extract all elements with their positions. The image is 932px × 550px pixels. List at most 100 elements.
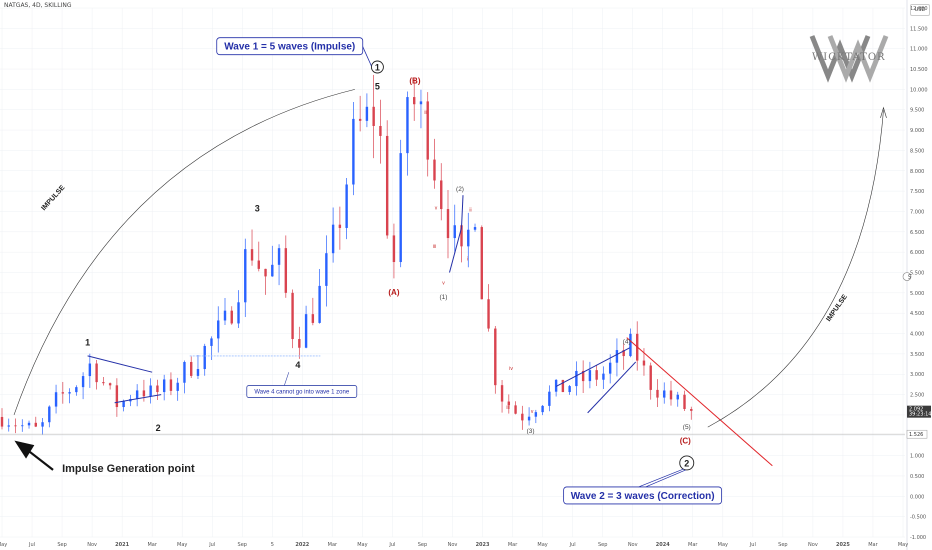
y-tick-label: 1.000 xyxy=(910,454,924,460)
wave2-title: Wave 2 = 3 waves (Correction) xyxy=(571,491,715,502)
support-tag xyxy=(906,429,928,439)
x-tick-label: Jul xyxy=(749,542,756,548)
trend-line xyxy=(587,361,637,414)
x-tick-label: Jul xyxy=(208,542,215,548)
candle-body xyxy=(507,401,511,406)
currency-button[interactable]: USD xyxy=(910,4,930,16)
candle-body xyxy=(95,363,98,383)
candle-body xyxy=(419,101,423,105)
wave-B-label: (B) xyxy=(409,76,420,85)
candle-body xyxy=(298,339,301,348)
y-tick-label: 8.500 xyxy=(910,148,924,154)
candle-body xyxy=(453,225,456,239)
impulse-gen-label: Impulse Generation point xyxy=(62,463,195,475)
candle-body xyxy=(304,314,308,348)
x-tick-label: 5 xyxy=(271,542,274,548)
candle-body xyxy=(325,253,328,286)
y-tick-label: 3.500 xyxy=(910,352,924,358)
candle-body xyxy=(379,125,382,136)
impulse-wave-label: 3 xyxy=(255,203,260,213)
symbol-title: NATGAS, 4D, SKILLING xyxy=(4,2,72,9)
candle-body xyxy=(0,416,4,427)
x-tick-label: Nov xyxy=(808,542,818,548)
y-tick-label: 2.500 xyxy=(910,393,924,399)
candle-body xyxy=(183,361,186,383)
candle-body xyxy=(7,425,10,427)
candle-body xyxy=(494,328,497,386)
impulse-left-label: IMPULSE xyxy=(40,184,66,212)
candle-body xyxy=(277,248,281,265)
candle-body xyxy=(318,285,321,323)
minor-wave-label: (2) xyxy=(456,186,464,193)
candle-body xyxy=(41,422,44,427)
candle-body xyxy=(149,385,152,397)
candle-body xyxy=(250,249,254,261)
candle-body xyxy=(54,392,58,407)
x-tick-label: Sep xyxy=(238,542,247,548)
y-tick-label: 11.000 xyxy=(910,47,928,53)
minor-wave-label: (4) xyxy=(623,339,631,346)
x-tick-label: Jul xyxy=(388,542,395,548)
candle-body xyxy=(663,390,666,398)
candle-body xyxy=(629,333,632,357)
candle-series xyxy=(0,74,693,435)
x-tick-label: Sep xyxy=(598,542,607,548)
candle-body xyxy=(156,385,159,393)
candle-body xyxy=(656,389,659,398)
candle-body xyxy=(500,385,504,402)
impulse-wave-label: 4 xyxy=(295,360,300,370)
x-tick-label: Sep xyxy=(57,542,66,548)
candle-body xyxy=(608,362,612,374)
time-axis[interactable]: May Jul Sep Nov 2021 Mar May Jul Sep 5 2022 Mar May J… xyxy=(0,542,908,548)
price-axis[interactable]: -1.000-0.5000.0000.5001.0001.5002.0002.5… xyxy=(902,0,931,550)
last-price-tag xyxy=(907,405,931,418)
minor-wave-label: (5) xyxy=(683,424,691,431)
candle-body xyxy=(264,268,267,277)
candle-body xyxy=(683,394,686,410)
candle-body xyxy=(581,370,585,382)
resistance-line xyxy=(626,337,773,467)
x-tick-label: Nov xyxy=(87,542,97,548)
trend-line xyxy=(449,227,462,273)
impulse-arc-left xyxy=(13,89,355,416)
sub-wave-label: v xyxy=(531,409,534,415)
y-tick-label: 7.000 xyxy=(910,209,924,215)
y-tick-label: 4.500 xyxy=(910,311,924,317)
candle-body xyxy=(88,363,92,377)
candle-body xyxy=(162,379,166,393)
candle-body xyxy=(21,425,24,427)
y-tick-label: 3.000 xyxy=(910,372,924,378)
candle-body xyxy=(467,229,470,247)
candle-body xyxy=(527,416,531,421)
grid xyxy=(0,7,905,538)
candle-body xyxy=(413,97,416,105)
candle-body xyxy=(34,422,37,427)
candle-body xyxy=(14,425,17,427)
logo-text: WICKTATOR xyxy=(812,52,886,63)
candle-body xyxy=(75,387,78,393)
wave2-title-box xyxy=(563,486,723,505)
y-tick-label: 7.500 xyxy=(910,189,924,195)
candle-body xyxy=(48,406,51,423)
candle-body xyxy=(669,390,673,400)
candle-body xyxy=(649,365,652,390)
axis-marker xyxy=(902,272,912,281)
candle-body xyxy=(196,369,200,376)
wave2-callout-b xyxy=(645,469,686,488)
sub-wave-label: ii xyxy=(469,207,471,213)
x-tick-label: Mar xyxy=(868,542,878,548)
candle-body xyxy=(217,320,220,339)
y-tick-label: 4.000 xyxy=(910,332,924,338)
candle-body xyxy=(81,376,85,388)
y-tick-label: 5.500 xyxy=(910,271,924,277)
y-tick-label: 10.000 xyxy=(910,87,928,93)
candle-body xyxy=(331,224,335,254)
wave4-callout xyxy=(284,372,290,386)
drawings xyxy=(0,89,905,467)
impulse-wave-label: 2 xyxy=(156,423,161,433)
minor-wave-label: (1) xyxy=(440,294,448,301)
x-tick-label: Nov xyxy=(628,542,638,548)
wave1-title: Wave 1 = 5 waves (Impulse) xyxy=(224,42,355,53)
candle-body xyxy=(352,118,355,185)
y-tick-label: 10.500 xyxy=(910,67,928,73)
